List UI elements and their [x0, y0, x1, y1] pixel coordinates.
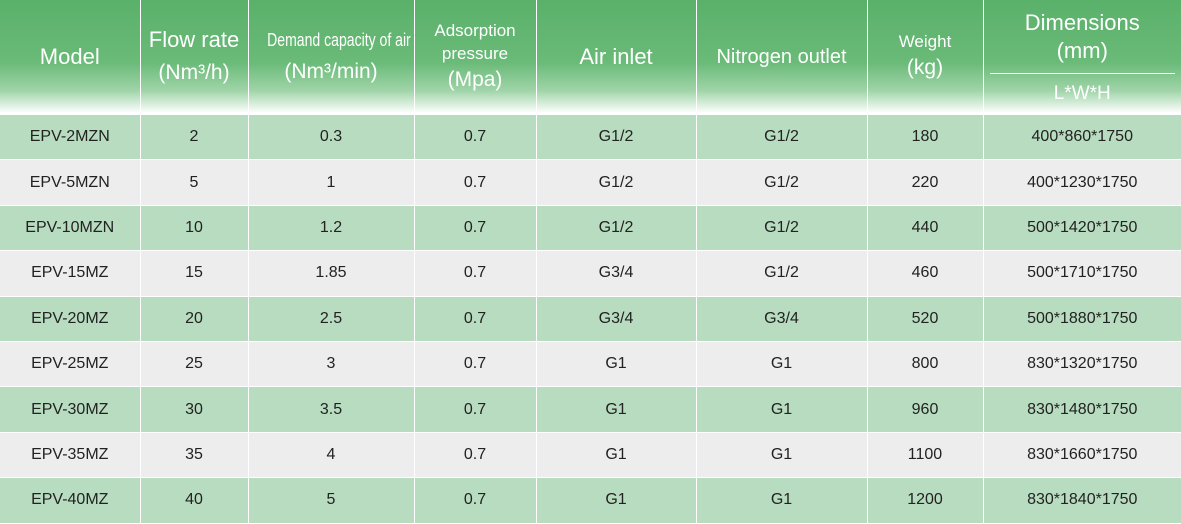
cell-weight: 520 [867, 296, 983, 341]
cell-model: EPV-15MZ [0, 251, 140, 296]
cell-adsorption-pressure: 0.7 [414, 432, 536, 477]
header-nitrogen-outlet: Nitrogen outlet [696, 0, 867, 114]
cell-dimensions: 500*1420*1750 [983, 205, 1181, 250]
cell-flow-rate: 35 [140, 432, 248, 477]
cell-air-inlet: G1/2 [536, 114, 696, 160]
cell-demand-capacity: 4 [248, 432, 414, 477]
cell-flow-rate: 30 [140, 387, 248, 432]
cell-weight: 220 [867, 160, 983, 205]
cell-nitrogen-outlet: G1 [696, 432, 867, 477]
cell-demand-capacity: 1.2 [248, 205, 414, 250]
cell-dimensions: 830*1480*1750 [983, 387, 1181, 432]
cell-adsorption-pressure: 0.7 [414, 387, 536, 432]
cell-model: EPV-30MZ [0, 387, 140, 432]
cell-nitrogen-outlet: G1/2 [696, 160, 867, 205]
cell-nitrogen-outlet: G1 [696, 478, 867, 523]
cell-air-inlet: G1 [536, 432, 696, 477]
cell-flow-rate: 2 [140, 114, 248, 160]
cell-dimensions: 400*860*1750 [983, 114, 1181, 160]
cell-adsorption-pressure: 0.7 [414, 160, 536, 205]
cell-nitrogen-outlet: G3/4 [696, 296, 867, 341]
cell-adsorption-pressure: 0.7 [414, 296, 536, 341]
cell-nitrogen-outlet: G1 [696, 341, 867, 386]
cell-demand-capacity: 1.85 [248, 251, 414, 296]
header-demand-capacity: Demand capacity of air (Nm³/min) [248, 0, 414, 114]
cell-weight: 180 [867, 114, 983, 160]
header-model: Model [0, 0, 140, 114]
header-weight: Weight (kg) [867, 0, 983, 114]
cell-dimensions: 500*1710*1750 [983, 251, 1181, 296]
cell-model: EPV-35MZ [0, 432, 140, 477]
cell-model: EPV-20MZ [0, 296, 140, 341]
cell-demand-capacity: 5 [248, 478, 414, 523]
cell-model: EPV-40MZ [0, 478, 140, 523]
cell-air-inlet: G1/2 [536, 160, 696, 205]
cell-weight: 800 [867, 341, 983, 386]
cell-air-inlet: G1 [536, 478, 696, 523]
cell-dimensions: 830*1840*1750 [983, 478, 1181, 523]
cell-flow-rate: 25 [140, 341, 248, 386]
cell-dimensions: 500*1880*1750 [983, 296, 1181, 341]
cell-weight: 1100 [867, 432, 983, 477]
dimensions-format: L*W*H [984, 74, 1181, 113]
cell-air-inlet: G3/4 [536, 251, 696, 296]
cell-nitrogen-outlet: G1/2 [696, 114, 867, 160]
cell-model: EPV-25MZ [0, 341, 140, 386]
cell-weight: 460 [867, 251, 983, 296]
cell-nitrogen-outlet: G1/2 [696, 251, 867, 296]
cell-flow-rate: 15 [140, 251, 248, 296]
cell-air-inlet: G1/2 [536, 205, 696, 250]
cell-model: EPV-2MZN [0, 114, 140, 160]
cell-adsorption-pressure: 0.7 [414, 478, 536, 523]
cell-nitrogen-outlet: G1 [696, 387, 867, 432]
cell-demand-capacity: 1 [248, 160, 414, 205]
cell-weight: 960 [867, 387, 983, 432]
cell-nitrogen-outlet: G1/2 [696, 205, 867, 250]
cell-air-inlet: G1 [536, 387, 696, 432]
cell-flow-rate: 5 [140, 160, 248, 205]
cell-adsorption-pressure: 0.7 [414, 341, 536, 386]
cell-model: EPV-10MZN [0, 205, 140, 250]
cell-demand-capacity: 0.3 [248, 114, 414, 160]
header-flow-rate: Flow rate (Nm³/h) [140, 0, 248, 114]
cell-air-inlet: G1 [536, 341, 696, 386]
cell-weight: 1200 [867, 478, 983, 523]
header-row: Model Flow rate (Nm³/h) Demand capacity … [0, 0, 1181, 114]
header-air-inlet: Air inlet [536, 0, 696, 114]
cell-flow-rate: 20 [140, 296, 248, 341]
header-dimensions: Dimensions (mm) L*W*H [983, 0, 1181, 114]
cell-adsorption-pressure: 0.7 [414, 114, 536, 160]
cell-model: EPV-5MZN [0, 160, 140, 205]
cell-flow-rate: 40 [140, 478, 248, 523]
cell-adsorption-pressure: 0.7 [414, 205, 536, 250]
cell-dimensions: 830*1320*1750 [983, 341, 1181, 386]
cell-weight: 440 [867, 205, 983, 250]
header-adsorption-pressure: Adsorption pressure (Mpa) [414, 0, 536, 114]
cell-adsorption-pressure: 0.7 [414, 251, 536, 296]
cell-air-inlet: G3/4 [536, 296, 696, 341]
cell-demand-capacity: 3 [248, 341, 414, 386]
cell-flow-rate: 10 [140, 205, 248, 250]
cell-dimensions: 400*1230*1750 [983, 160, 1181, 205]
cell-demand-capacity: 3.5 [248, 387, 414, 432]
cell-demand-capacity: 2.5 [248, 296, 414, 341]
cell-dimensions: 830*1660*1750 [983, 432, 1181, 477]
